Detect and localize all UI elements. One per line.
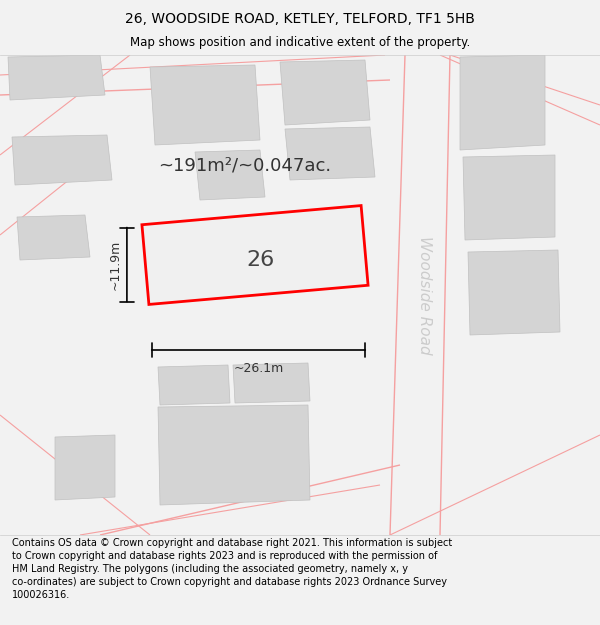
Polygon shape	[233, 363, 310, 403]
Polygon shape	[158, 365, 230, 405]
Polygon shape	[463, 155, 555, 240]
Polygon shape	[195, 150, 265, 200]
Polygon shape	[158, 405, 310, 505]
Polygon shape	[8, 55, 105, 100]
Polygon shape	[17, 215, 90, 260]
Polygon shape	[460, 55, 545, 150]
Text: 26, WOODSIDE ROAD, KETLEY, TELFORD, TF1 5HB: 26, WOODSIDE ROAD, KETLEY, TELFORD, TF1 …	[125, 12, 475, 26]
Text: 26: 26	[246, 250, 274, 270]
Text: ~191m²/~0.047ac.: ~191m²/~0.047ac.	[158, 156, 332, 174]
Polygon shape	[150, 65, 260, 145]
Polygon shape	[468, 250, 560, 335]
Polygon shape	[280, 60, 370, 125]
Text: ~26.1m: ~26.1m	[233, 362, 284, 375]
Polygon shape	[55, 435, 115, 500]
Text: ~11.9m: ~11.9m	[109, 239, 122, 290]
Polygon shape	[12, 135, 112, 185]
Text: Woodside Road: Woodside Road	[418, 236, 433, 354]
Text: Contains OS data © Crown copyright and database right 2021. This information is : Contains OS data © Crown copyright and d…	[12, 538, 452, 601]
Polygon shape	[285, 127, 375, 180]
Polygon shape	[142, 206, 368, 304]
Text: Map shows position and indicative extent of the property.: Map shows position and indicative extent…	[130, 36, 470, 49]
